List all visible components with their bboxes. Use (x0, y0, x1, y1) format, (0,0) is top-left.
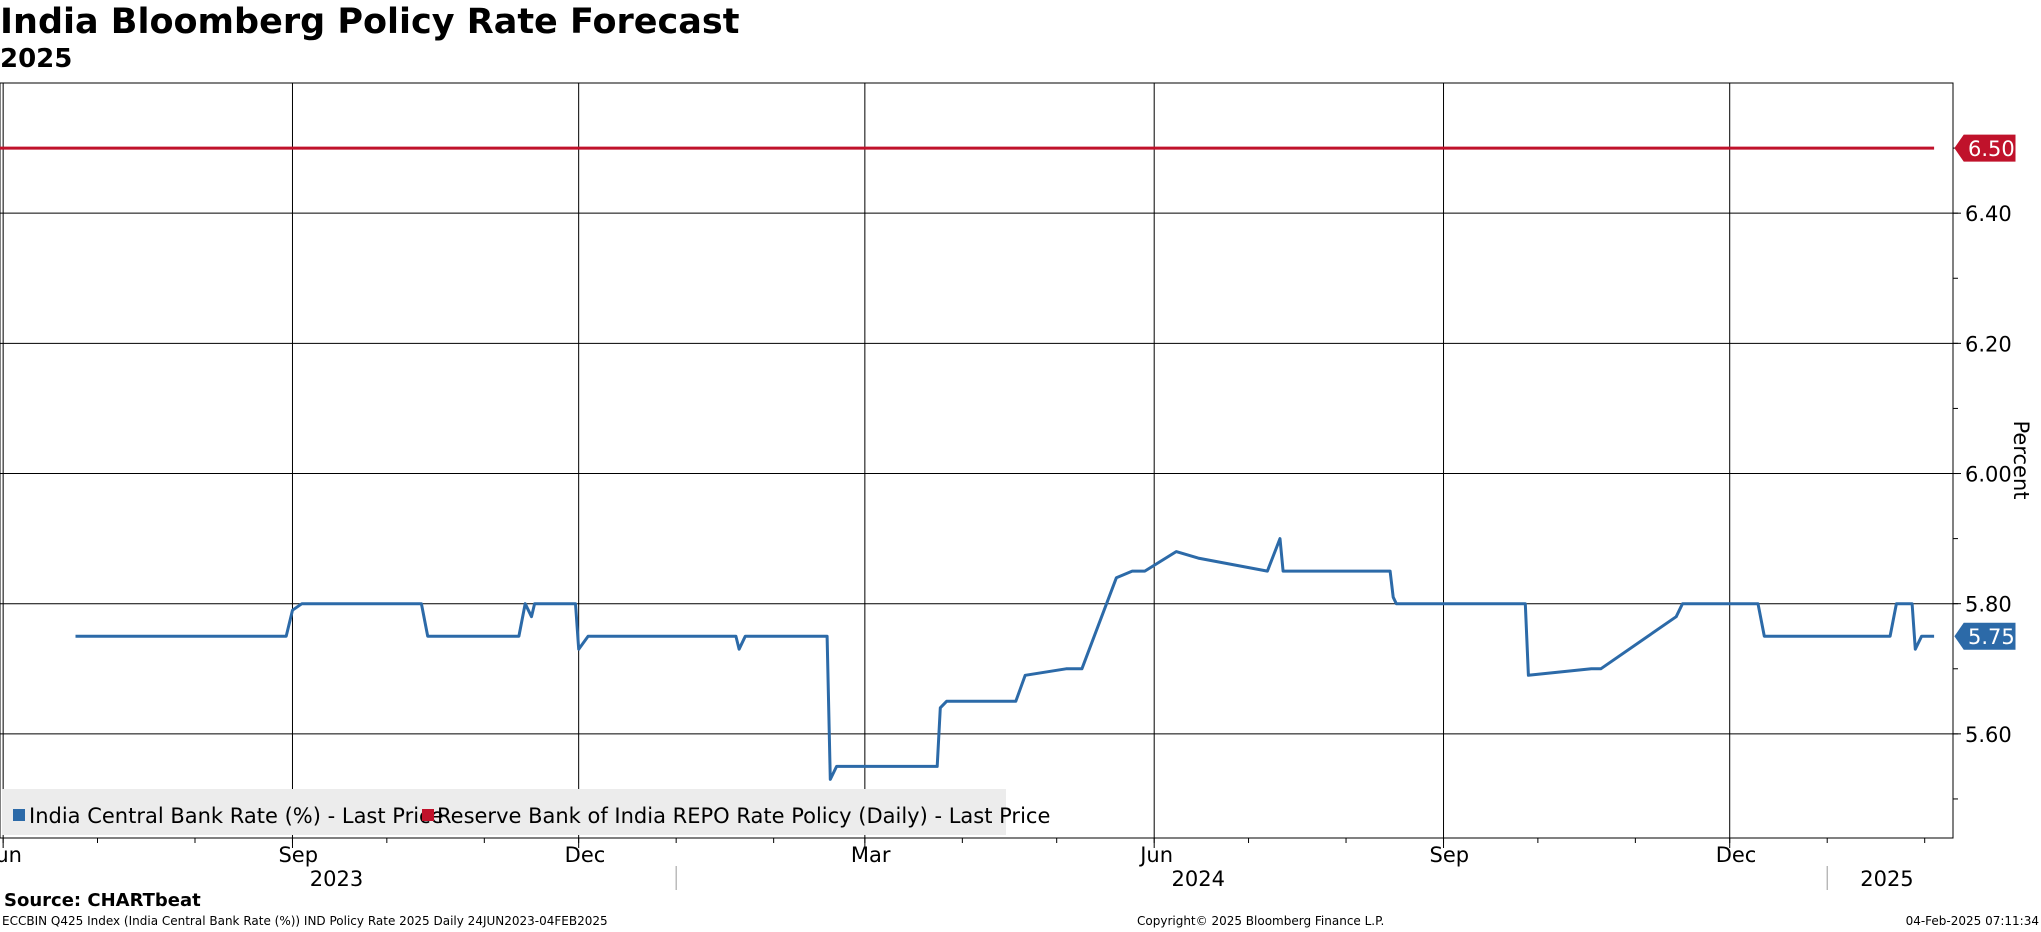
x-tick-label: Dec (565, 843, 606, 867)
legend-background (2, 789, 1006, 835)
x-tick-label: Jun (0, 843, 22, 867)
y-tick-label: 5.60 (1965, 723, 2012, 747)
x-tick-label: Sep (278, 843, 318, 867)
x-tick-label: Jun (1138, 843, 1173, 867)
legend-label-repo-rate: Reserve Bank of India REPO Rate Policy (… (437, 804, 1050, 828)
y-tick-label: 6.20 (1965, 332, 2012, 356)
last-value-label-repo-rate: 6.50 (1968, 137, 2015, 161)
minor-ticks (2, 147, 1958, 843)
footer-ticker-info: ECCBIN Q425 Index (India Central Bank Ra… (2, 914, 608, 928)
last-value-tag-central-bank-rate (1954, 622, 2016, 650)
chart-subtitle: 2025 (0, 44, 73, 74)
x-tick-label: Mar (851, 843, 891, 867)
year-label: 2025 (1860, 867, 1913, 891)
last-value-label-central-bank-rate: 5.75 (1968, 625, 2015, 649)
series-line-central-bank-rate (75, 537, 1935, 781)
x-tick-label: Sep (1430, 843, 1470, 867)
y-axis-label: Percent (2009, 420, 2033, 499)
x-tick-label: Dec (1716, 843, 1757, 867)
value-tags: 5.75 6.50 (1954, 134, 2016, 650)
chart-title: India Bloomberg Policy Rate Forecast (0, 2, 740, 42)
series-layer (0, 146, 1935, 781)
legend-swatch-repo-rate (422, 809, 434, 821)
footer-timestamp: 04-Feb-2025 07:11:34 (1905, 914, 2039, 928)
plot-frame (0, 82, 1954, 839)
grid (0, 83, 1953, 838)
y-axis: 6.40 6.20 6.00 5.80 5.60 (1953, 202, 2012, 747)
x-axis: Jun Sep Dec Mar Jun Sep Dec 2023 2024 2025 (0, 838, 1914, 891)
y-tick-label: 6.40 (1965, 202, 2012, 226)
legend-swatch-central-bank-rate (13, 809, 25, 821)
legend-label-central-bank-rate: India Central Bank Rate (%) - Last Price (29, 804, 444, 828)
y-tick-label: 6.00 (1965, 463, 2012, 487)
footer-copyright: Copyright© 2025 Bloomberg Finance L.P. (1137, 914, 1385, 928)
year-label: 2024 (1171, 867, 1224, 891)
year-label: 2023 (310, 867, 363, 891)
y-tick-label: 5.80 (1965, 593, 2012, 617)
legend: India Central Bank Rate (%) - Last Price… (2, 789, 1050, 835)
source-note: Source: CHARTbeat (4, 890, 201, 911)
last-value-tag-repo-rate (1954, 134, 2016, 162)
